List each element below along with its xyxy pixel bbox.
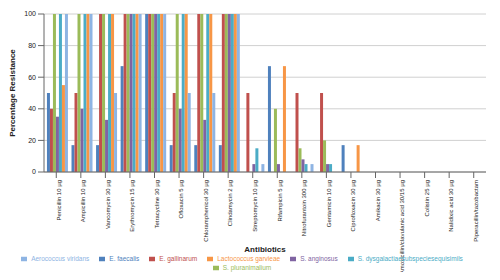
html-text:S. dysgalactiaesubspeciesequis: S. dysgalactiaesubspeciesequisimils xyxy=(357,255,463,262)
html-text:E. faecalis: E. faecalis xyxy=(109,255,140,262)
html-text:Aerococcus viridans: Aerococcus viridans xyxy=(31,255,90,262)
svg-text:Vancomycin 30 µg: Vancomycin 30 µg xyxy=(105,180,111,229)
svg-text:Ciprofloxacin 30 µg: Ciprofloxacin 30 µg xyxy=(350,180,356,231)
svg-text:Penicillin 10 µg: Penicillin 10 µg xyxy=(56,180,62,220)
svg-text:0: 0 xyxy=(32,168,36,175)
svg-text:100: 100 xyxy=(24,10,36,17)
svg-text:Nalidixic acid 30 µg: Nalidixic acid 30 µg xyxy=(448,180,454,232)
html-text:Lactococcus garvieae: Lactococcus garvieae xyxy=(217,255,281,262)
svg-text:Erythromycin 15 µg: Erythromycin 15 µg xyxy=(129,180,135,232)
svg-text:Amikacin 30 µg: Amikacin 30 µg xyxy=(375,180,381,221)
html-text:S. pluranimalium: S. pluranimalium xyxy=(222,264,272,271)
svg-text:Nitrofurantoin 300 µg: Nitrofurantoin 300 µg xyxy=(301,180,307,236)
svg-text:Ofloxacin 5 µg: Ofloxacin 5 µg xyxy=(178,180,184,218)
html-text:E. gallinarum: E. gallinarum xyxy=(159,255,198,262)
svg-text:Antibiotics: Antibiotics xyxy=(244,245,286,254)
svg-text:Percentage Resistance: Percentage Resistance xyxy=(8,49,17,137)
svg-text:Piperacillin/tazobactam: Piperacillin/tazobactam xyxy=(473,180,479,242)
svg-text:80: 80 xyxy=(28,42,36,49)
svg-text:Amoxicillin/clavulanic acid 30: Amoxicillin/clavulanic acid 30/15 µg xyxy=(399,180,405,272)
svg-text:Clindamycin 2 µg: Clindamycin 2 µg xyxy=(227,180,233,226)
html-text:S. anginosus: S. anginosus xyxy=(300,255,338,262)
svg-text:Colistin 25 µg: Colistin 25 µg xyxy=(424,180,430,216)
svg-text:Gentamicin 10 µg: Gentamicin 10 µg xyxy=(326,180,332,227)
svg-text:20: 20 xyxy=(28,137,36,144)
svg-text:Tetracycline 30 µg: Tetracycline 30 µg xyxy=(154,180,160,228)
svg-text:Rifampicin 5 µg: Rifampicin 5 µg xyxy=(277,180,283,221)
svg-text:60: 60 xyxy=(28,74,36,81)
svg-text:Chloramphenicol 30 µg: Chloramphenicol 30 µg xyxy=(203,180,209,242)
svg-text:Ampicillin 10 µg: Ampicillin 10 µg xyxy=(80,180,86,222)
svg-text:40: 40 xyxy=(28,105,36,112)
svg-text:Streptomycin 10 µg: Streptomycin 10 µg xyxy=(252,180,258,232)
